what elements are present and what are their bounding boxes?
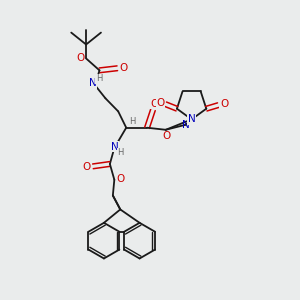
Text: O: O xyxy=(150,100,159,110)
Text: N: N xyxy=(89,78,97,88)
Text: O: O xyxy=(116,173,124,184)
Text: O: O xyxy=(83,162,91,172)
Text: O: O xyxy=(119,63,128,73)
Text: O: O xyxy=(163,131,171,141)
Text: O: O xyxy=(156,98,164,108)
Text: O: O xyxy=(150,99,159,109)
Text: H: H xyxy=(117,148,124,157)
Text: O: O xyxy=(220,99,228,109)
Text: N: N xyxy=(182,120,190,130)
Text: N: N xyxy=(188,115,196,125)
Text: O: O xyxy=(76,53,85,64)
Text: O: O xyxy=(83,162,91,172)
Text: O: O xyxy=(116,173,124,184)
Text: N: N xyxy=(111,142,119,152)
Text: H: H xyxy=(95,75,102,84)
Text: O: O xyxy=(119,63,128,73)
Text: N: N xyxy=(111,142,119,152)
Text: H: H xyxy=(130,117,136,126)
Text: O: O xyxy=(76,53,85,64)
Text: N: N xyxy=(88,79,96,89)
Text: H: H xyxy=(96,74,102,83)
Text: H: H xyxy=(117,148,124,157)
Text: O: O xyxy=(163,131,171,141)
Text: H: H xyxy=(129,117,136,126)
Text: O: O xyxy=(156,98,164,108)
Text: N: N xyxy=(188,114,196,124)
Text: O: O xyxy=(220,99,228,109)
